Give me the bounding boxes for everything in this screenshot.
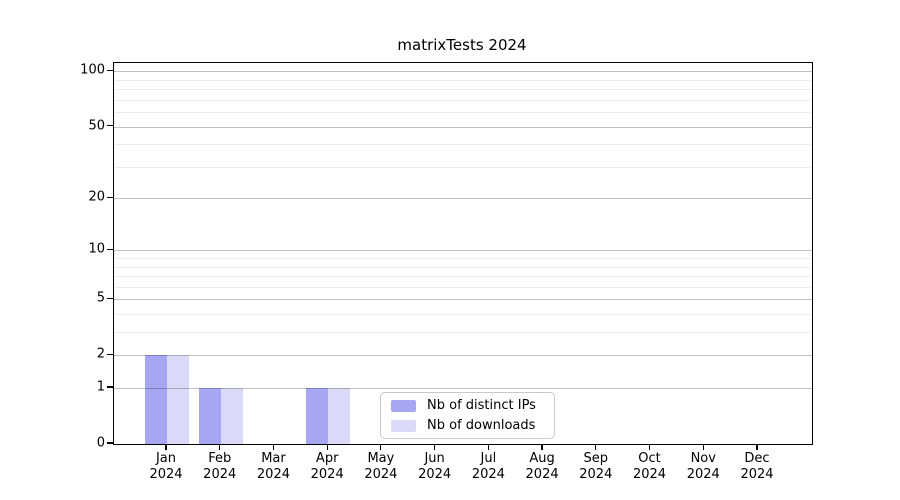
minor-gridline <box>114 258 812 260</box>
bar-jan-ips <box>145 355 167 444</box>
y-tick-label: 100 <box>80 62 105 78</box>
x-tick-mark <box>326 444 328 450</box>
y-tick-mark <box>107 386 113 388</box>
x-tick-label-jul: Jul 2024 <box>471 451 505 482</box>
x-tick-label-mar: Mar 2024 <box>256 451 290 482</box>
minor-gridline <box>114 286 812 288</box>
bar-jan-downloads <box>167 355 189 444</box>
minor-gridline <box>114 276 812 278</box>
bar-apr-ips <box>306 388 329 444</box>
x-tick-label-apr: Apr 2024 <box>310 451 344 482</box>
y-tick-mark <box>107 124 113 127</box>
major-gridline <box>114 71 812 73</box>
legend-label: Nb of distinct IPs <box>427 398 536 413</box>
y-tick-mark <box>107 248 113 250</box>
major-gridline <box>114 126 812 128</box>
bar-feb-downloads <box>220 388 243 444</box>
major-gridline <box>114 355 812 357</box>
minor-gridline <box>114 266 812 268</box>
major-gridline <box>114 299 812 301</box>
minor-gridline <box>114 166 812 168</box>
major-gridline <box>114 198 812 200</box>
minor-gridline <box>114 314 812 316</box>
y-tick-mark <box>107 196 113 198</box>
legend-label: Nb of downloads <box>427 418 536 433</box>
x-tick-mark <box>272 444 275 450</box>
x-tick-label-dec: Dec 2024 <box>740 451 774 482</box>
x-tick-label-may: May 2024 <box>364 451 398 482</box>
x-tick-mark <box>219 444 221 450</box>
x-tick-label-oct: Oct 2024 <box>632 451 667 482</box>
legend: Nb of distinct IPs Nb of downloads <box>380 392 555 439</box>
x-tick-mark <box>380 444 382 450</box>
minor-gridline <box>114 89 812 91</box>
x-tick-mark <box>595 444 597 450</box>
legend-swatch-distinct-ips <box>391 399 416 412</box>
x-tick-mark <box>648 444 651 450</box>
minor-gridline <box>114 332 812 334</box>
y-tick-mark <box>107 69 113 71</box>
chart-title: matrixTests 2024 <box>397 36 527 54</box>
minor-gridline <box>114 144 812 146</box>
y-tick-mark <box>107 297 113 299</box>
y-tick-label: 2 <box>96 346 105 362</box>
minor-gridline <box>114 79 812 81</box>
y-tick-mark <box>107 353 113 355</box>
y-tick-label: 5 <box>96 290 105 306</box>
x-tick-mark <box>165 444 167 450</box>
minor-gridline <box>114 99 812 101</box>
y-tick-label: 20 <box>88 189 105 205</box>
x-tick-label-nov: Nov 2024 <box>686 451 720 482</box>
x-tick-mark <box>756 444 758 450</box>
x-tick-label-feb: Feb 2024 <box>203 451 237 482</box>
legend-item: Nb of distinct IPs <box>391 398 544 413</box>
x-tick-mark <box>702 444 704 450</box>
y-tick-label: 1 <box>96 379 105 395</box>
legend-item: Nb of downloads <box>391 418 544 433</box>
y-tick-label: 0 <box>96 435 105 451</box>
x-tick-label-jan: Jan 2024 <box>149 451 183 482</box>
y-tick-label: 50 <box>88 118 105 134</box>
y-tick-label: 10 <box>88 241 105 257</box>
major-gridline <box>114 250 812 252</box>
x-tick-label-jun: Jun 2024 <box>418 451 452 482</box>
x-tick-mark <box>541 444 543 450</box>
x-tick-mark <box>434 444 436 450</box>
plot-area: Nb of distinct IPs Nb of downloads <box>113 62 813 445</box>
minor-gridline <box>114 112 812 114</box>
y-tick-mark <box>107 442 113 444</box>
legend-swatch-downloads <box>391 419 416 432</box>
x-tick-label-aug: Aug 2024 <box>525 451 559 482</box>
bar-apr-downloads <box>328 388 351 444</box>
x-tick-mark <box>487 444 489 450</box>
bar-feb-ips <box>198 388 221 444</box>
x-tick-label-sep: Sep 2024 <box>579 451 613 482</box>
